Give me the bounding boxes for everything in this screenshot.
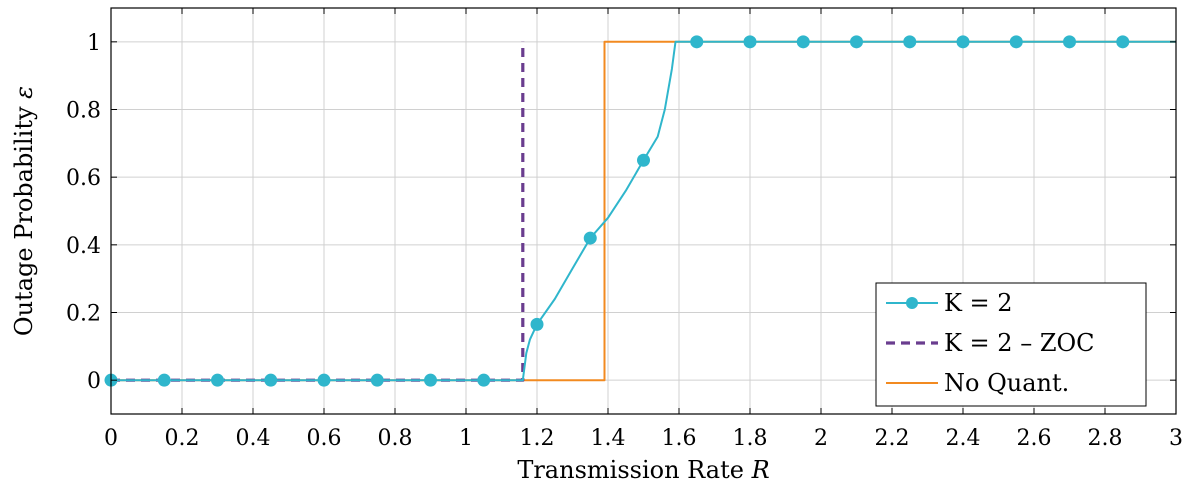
data-point-k-2 — [157, 373, 171, 387]
x-axis-label: Transmission Rate R — [517, 456, 769, 484]
x-tick-label: 1.8 — [733, 426, 768, 451]
data-point-k-2 — [211, 373, 224, 387]
x-tick-label: 2 — [814, 426, 828, 451]
data-point-k-2 — [477, 373, 491, 387]
data-point-k-2 — [370, 373, 384, 387]
series-line-k-2-zoc — [111, 41, 525, 382]
data-point-k-2 — [637, 153, 650, 167]
data-point-k-2 — [1063, 35, 1076, 49]
x-tick-label: 2.8 — [1088, 426, 1123, 451]
x-tick-label: 0.2 — [165, 426, 200, 451]
data-point-k-2 — [796, 35, 810, 49]
series-line-k-2 — [111, 40, 1176, 382]
y-tick-label: 0 — [87, 369, 101, 394]
x-tick-label: 1 — [459, 426, 473, 451]
data-point-k-2 — [903, 35, 917, 49]
x-tick-label: 0.4 — [236, 426, 271, 451]
data-point-k-2 — [850, 35, 863, 49]
x-tick-label: 0.8 — [378, 426, 413, 451]
y-tick-label: 0.6 — [66, 166, 101, 191]
data-point-k-2 — [530, 317, 544, 331]
data-point-k-2 — [583, 231, 597, 245]
data-point-k-2 — [690, 35, 704, 49]
data-point-k-2 — [317, 373, 331, 387]
y-tick-label: 0.4 — [66, 234, 101, 259]
plot-frame — [110, 7, 1177, 415]
axis-ticks: 0 0.2 0.4 0.6 0.8 1 1.2 1.4 1.6 1.8 2 2.2 2.4 2.6 2.8 3… — [66, 8, 1183, 451]
x-tick-label: 3 — [1169, 426, 1183, 451]
x-tick-label: 1.2 — [520, 426, 555, 451]
legend-marker-k2 — [906, 297, 918, 309]
data-point-k-2 — [1009, 35, 1023, 49]
data-point-k-2 — [424, 373, 437, 387]
y-tick-label: 1 — [87, 31, 101, 56]
y-tick-label: 0.2 — [66, 302, 101, 327]
data-point-k-2 — [956, 35, 970, 49]
data-point-k-2 — [1116, 35, 1130, 49]
y-axis-label: Outage Probability ε — [10, 86, 38, 336]
data-point-k-2 — [264, 373, 278, 387]
legend-entry-k2-zoc: K = 2 – ZOC — [886, 329, 1095, 357]
x-tick-label: 2.4 — [946, 426, 981, 451]
series-layer — [104, 35, 1176, 387]
data-point-k-2 — [743, 35, 757, 49]
x-tick-label: 1.4 — [591, 426, 626, 451]
legend-label-k2-zoc: K = 2 – ZOC — [944, 329, 1095, 357]
legend-entry-no-quant: No Quant. — [886, 369, 1069, 397]
y-tick-label: 0.8 — [66, 99, 101, 124]
x-tick-label: 0 — [104, 426, 118, 451]
legend: K = 2 K = 2 – ZOC No Quant. — [875, 282, 1147, 407]
x-tick-label: 2.6 — [1017, 426, 1052, 451]
x-tick-label: 1.6 — [662, 426, 697, 451]
legend-label-k2: K = 2 — [944, 289, 1013, 317]
x-tick-label: 0.6 — [307, 426, 342, 451]
legend-entry-k2: K = 2 — [886, 289, 1013, 317]
legend-label-no-quant: No Quant. — [944, 369, 1069, 397]
x-tick-label: 2.2 — [875, 426, 910, 451]
